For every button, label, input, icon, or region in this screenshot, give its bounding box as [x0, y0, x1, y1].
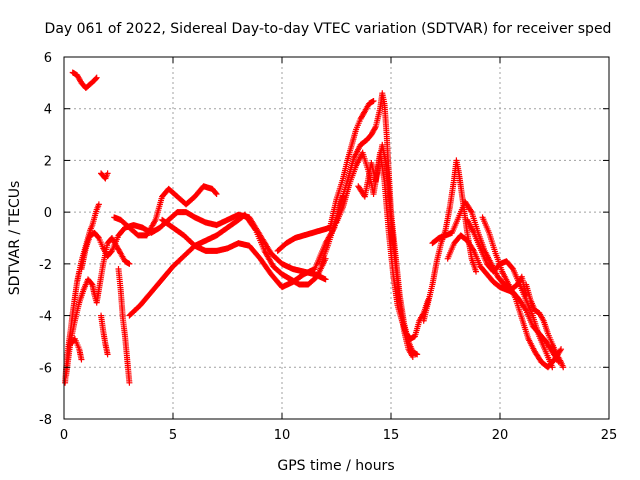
x-tick-label: 25	[601, 428, 618, 443]
y-tick-label: -6	[39, 361, 52, 376]
data-point	[372, 125, 379, 132]
y-tick-label: 2	[44, 154, 52, 169]
data-point	[473, 268, 480, 275]
y-tick-label: 4	[44, 103, 52, 118]
data-point	[470, 246, 477, 253]
data-point	[370, 97, 377, 104]
data-point	[213, 191, 220, 198]
series-satellite-track-k	[159, 193, 347, 291]
series-satellite-track-e	[98, 170, 111, 182]
y-tick-label: -8	[39, 413, 52, 428]
data-point	[522, 306, 529, 313]
series-satellite-track-t	[479, 214, 565, 371]
series-satellite-track-j	[126, 211, 329, 319]
data-point	[409, 353, 416, 360]
y-tick-label: 0	[44, 206, 52, 221]
data-point	[126, 260, 133, 267]
data-point	[95, 201, 102, 208]
y-tick-label: 6	[44, 51, 52, 66]
plot-frame	[63, 56, 610, 420]
data-point	[467, 207, 474, 214]
data-point	[414, 351, 421, 358]
series-satellite-track-g	[115, 266, 133, 386]
chart-title: Day 061 of 2022, Sidereal Day-to-day VTE…	[45, 21, 612, 37]
data-point	[560, 364, 567, 371]
x-tick-label: 20	[492, 428, 509, 443]
x-axis-label: GPS time / hours	[277, 458, 394, 474]
data-point	[104, 351, 111, 358]
data-point	[92, 75, 99, 82]
series-satellite-track-c	[69, 69, 100, 92]
data-marks	[62, 69, 567, 386]
data-point	[212, 190, 219, 197]
series-satellite-track-m	[318, 90, 421, 358]
x-tick-label: 10	[274, 428, 291, 443]
series-satellite-track-d	[67, 335, 85, 363]
series-satellite-track-u	[523, 281, 567, 371]
axis-ticks: 0 5 10 15 20 25 -8 -6 -4 -2 0 2 4 6	[39, 51, 617, 443]
data-point	[78, 356, 85, 363]
y-tick-label: -2	[39, 258, 52, 273]
data-point	[558, 346, 565, 353]
series-satellite-track-b	[63, 235, 133, 379]
data-point	[322, 276, 329, 283]
y-axis-label: SDTVAR / TECUs	[7, 181, 23, 296]
data-point	[126, 379, 133, 386]
series-satellite-track-i	[111, 183, 220, 239]
x-tick-label: 0	[60, 428, 68, 443]
y-tick-label: -4	[39, 310, 52, 325]
data-point	[88, 280, 95, 287]
data-point	[104, 170, 111, 177]
data-point	[93, 74, 100, 81]
x-tick-label: 5	[169, 428, 177, 443]
data-point	[252, 226, 259, 233]
series-satellite-track-f	[98, 312, 111, 358]
series-satellite-track-o	[355, 149, 432, 342]
x-tick-label: 15	[383, 428, 400, 443]
